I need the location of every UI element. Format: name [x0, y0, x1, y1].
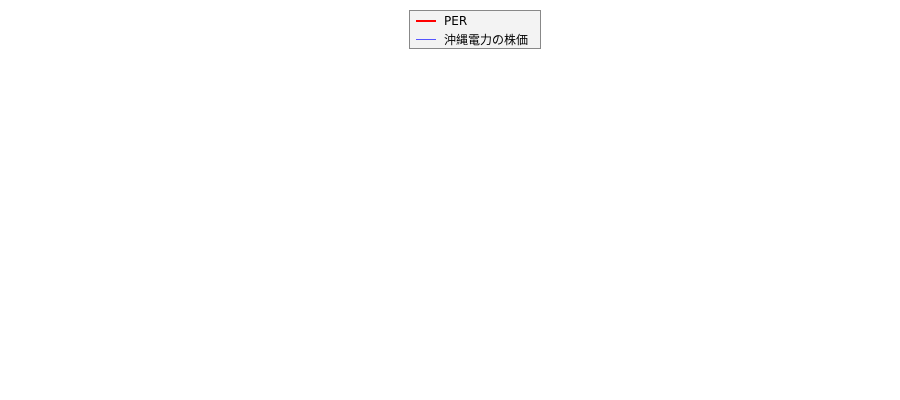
y-left-tick-label: 5: [47, 234, 54, 247]
x-tick-label: 2024-9-6: [237, 276, 249, 324]
x-tick-label: 2024-11-29: [320, 276, 332, 337]
y-right-tick-label: 950: [786, 217, 807, 230]
x-tick-label: 2025-11-21: [669, 276, 681, 337]
y-right-tick-label: 1250: [786, 77, 814, 90]
y-right-tick-label: 850: [786, 264, 807, 277]
x-tick-label: 2024-8-19: [220, 276, 232, 330]
axes: 0 5 10 15 20 25 30 35 850 900 950 1000 1050 1100 1150 1…: [40, 54, 814, 337]
x-tick-label: 2025-8-8: [566, 276, 578, 324]
x-tick-label: 2025-4-28: [466, 276, 478, 330]
stock-price-line: [61, 75, 780, 267]
grid: [61, 59, 778, 271]
x-tick-label: 2025-6-30: [528, 276, 540, 330]
series-lines: [61, 75, 780, 267]
x-tick-label: 2025-9-19: [607, 276, 619, 330]
x-tick-label: 2025-2-26: [407, 276, 419, 331]
y-axis-label-right: 株価: [829, 153, 844, 177]
y-left-tick-label: 15: [40, 174, 54, 187]
x-tick-label: 2025-8-29: [587, 276, 599, 330]
x-tick-label: 2024-7-8: [178, 276, 190, 324]
legend-swatch-per: [416, 20, 436, 22]
y-left-tick-label: 0: [47, 264, 54, 277]
x-tick-label: 2024-5-9: [120, 276, 132, 324]
y-right-tick-label: 900: [786, 241, 807, 254]
x-tick-label: 2025-4-8: [447, 276, 459, 324]
legend: PER 沖縄電力の株価: [409, 10, 541, 49]
x-tick-label: 2025-2-4: [385, 276, 397, 324]
y-right-tick-label: 1150: [786, 124, 814, 137]
x-tick-label: 2025-10-10: [628, 276, 640, 337]
legend-label-price: 沖縄電力の株価: [444, 32, 529, 47]
plot-frame: [61, 59, 779, 271]
x-tick-label: 2024-4-16: [97, 276, 109, 331]
shaded-band: [62, 169, 778, 230]
x-tick-label: 2025-3-18: [426, 276, 438, 330]
y-right-tick-label: 1300: [786, 54, 814, 67]
y-right-tick-label: 1200: [786, 101, 814, 114]
y-left-tick-label: 35: [40, 54, 54, 67]
x-tick-label: 2024-11-11: [302, 276, 314, 337]
x-tick-label: 2024-5-29: [139, 276, 151, 330]
x-tick-label: 2024-10-21: [281, 276, 293, 337]
legend-item-per: PER: [416, 13, 467, 29]
x-tick-label: 2024-3-6: [57, 276, 69, 324]
x-tick-label: 2025-6-10: [509, 276, 521, 330]
y-left-tick-label: 20: [40, 144, 54, 157]
x-tick-label: 2026-1-27: [735, 276, 747, 330]
x-tick-label: 2024-3-27: [78, 276, 90, 330]
y-right-tick-label: 1050: [786, 171, 814, 184]
x-tick-label: 2025-5-21: [489, 276, 501, 330]
y-left-tick-label: 30: [40, 84, 54, 97]
legend-swatch-price: [416, 38, 436, 40]
x-tick-label: 2024-7-29: [199, 276, 211, 330]
x-tick-label: 2025-1-15: [366, 276, 378, 330]
x-tick-label: 2025-12-12: [690, 276, 702, 337]
x-tick-label: 2026-1-6: [714, 276, 726, 324]
y-left-tick-label: 25: [40, 114, 54, 127]
x-tick-label: 2024-9-30: [261, 276, 273, 330]
x-tick-label: 2025-10-31: [649, 276, 661, 337]
y-right-tick-label: 1000: [786, 194, 814, 207]
y-left-tick-label: 10: [40, 204, 54, 217]
y-axis-label-left: PER: [14, 154, 27, 176]
x-tick-label: 2024-12-19: [339, 276, 351, 337]
legend-item-price: 沖縄電力の株価: [416, 31, 528, 47]
y-right-tick-label: 1100: [786, 147, 814, 160]
x-tick-label: 2025-7-18: [546, 276, 558, 330]
x-tick-label: 2026-2-17: [755, 276, 767, 330]
x-tick-label: 2024-6-18: [159, 276, 171, 330]
per-line: [65, 82, 779, 222]
legend-label-per: PER: [444, 14, 468, 28]
